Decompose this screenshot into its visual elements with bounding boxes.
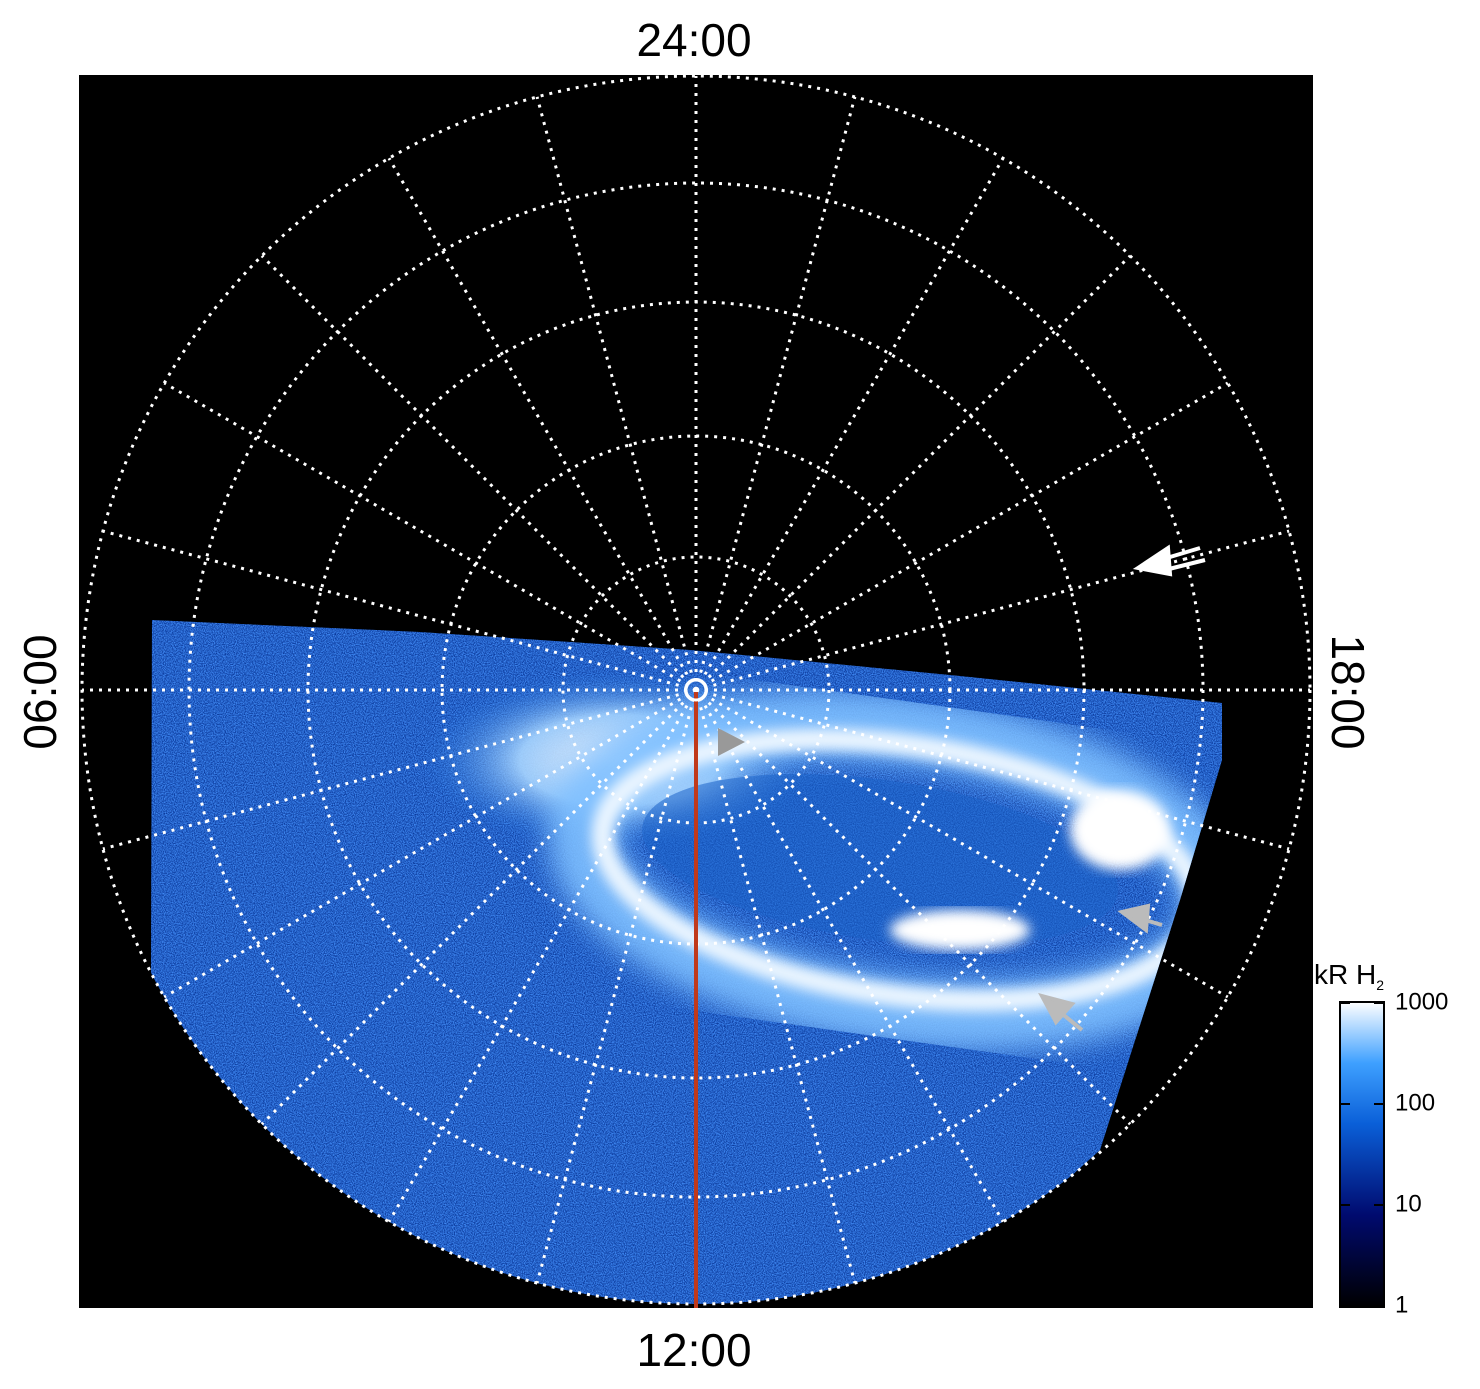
- colorbar-tick-label: 10: [1395, 1190, 1422, 1217]
- meridian-line: [163, 381, 697, 692]
- colorbar-title-subscript: 2: [1376, 977, 1384, 993]
- polar-grid: [80, 75, 1312, 1306]
- meridian-line: [387, 157, 698, 691]
- meridian-line: [102, 529, 697, 692]
- meridian-line: [694, 254, 1132, 692]
- meridian-line: [695, 529, 1290, 692]
- meridian-line: [694, 96, 857, 691]
- meridian-line: [695, 688, 1229, 999]
- gray-arrows: [1038, 903, 1163, 1032]
- colorbar-title: kR H2: [1314, 959, 1384, 993]
- meridian-line: [102, 688, 697, 851]
- meridian-line: [694, 689, 857, 1284]
- label-12: 12:00: [636, 1324, 751, 1376]
- meridian-line: [694, 689, 1005, 1223]
- meridian-line: [535, 689, 698, 1284]
- label-24: 24:00: [636, 14, 751, 66]
- meridian-line: [694, 688, 1132, 1126]
- meridian-line: [695, 381, 1229, 692]
- meridian-line: [260, 688, 698, 1126]
- colorbar-title-text: kR H: [1314, 959, 1376, 990]
- arrowhead: [718, 728, 745, 756]
- meridian-line: [535, 96, 698, 691]
- meridian-line: [260, 254, 698, 692]
- meridian-line: [694, 157, 1005, 691]
- meridian-line: [163, 688, 697, 999]
- label-06: 06:00: [14, 634, 66, 749]
- colorbar-scale: [1339, 1001, 1385, 1308]
- colorbar-tick-label: 1: [1395, 1291, 1408, 1318]
- colorbar: kR H2 1 10 100 1000: [1314, 959, 1448, 1318]
- pole-marker: [684, 678, 708, 702]
- label-18: 18:00: [1322, 634, 1374, 749]
- colorbar-tick-label: 100: [1395, 1089, 1435, 1116]
- meridian-line: [695, 688, 1290, 851]
- colorbar-tick-label: 1000: [1395, 988, 1448, 1015]
- white-arrow: [1132, 544, 1206, 577]
- meridian-line: [387, 689, 698, 1223]
